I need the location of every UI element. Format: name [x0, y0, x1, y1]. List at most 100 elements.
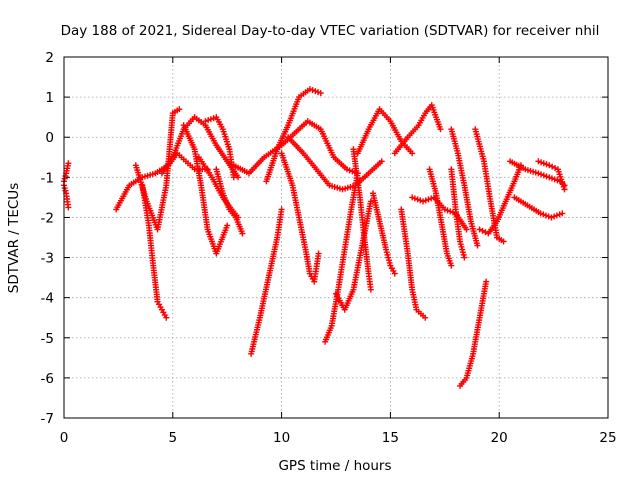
series-arc-17 — [333, 198, 374, 313]
series-arc-07 — [180, 122, 231, 257]
data-point — [239, 230, 246, 237]
series-arc-24 — [426, 166, 455, 269]
data-point — [545, 213, 552, 220]
data-point — [306, 86, 313, 93]
y-tick-label: 0 — [45, 130, 54, 146]
y-axis-label: SDTVAR / TECUs — [6, 183, 22, 293]
data-point — [441, 206, 448, 213]
chart-title: Day 188 of 2021, Sidereal Day-to-day VTE… — [61, 23, 600, 39]
data-point — [315, 250, 322, 257]
series-arc-21 — [391, 102, 444, 157]
data-point — [538, 159, 545, 166]
data-point — [210, 115, 217, 122]
data-point — [202, 118, 209, 125]
axis-ticks — [63, 56, 609, 419]
data-point — [543, 173, 550, 180]
data-point — [207, 116, 214, 123]
x-tick-label: 25 — [599, 430, 616, 446]
data-point — [483, 278, 490, 285]
data-points — [61, 86, 568, 389]
y-tick-label: -1 — [41, 170, 54, 186]
data-point — [391, 270, 398, 277]
series-arc-14 — [278, 150, 322, 285]
data-point — [422, 197, 429, 204]
data-point — [346, 167, 353, 174]
series-arc-02 — [61, 182, 72, 211]
data-point — [549, 163, 556, 170]
series-arc-32 — [535, 158, 568, 193]
series-arc-15 — [285, 134, 385, 193]
y-tick-label: 1 — [45, 90, 54, 106]
data-point — [554, 177, 561, 184]
series-arc-20 — [369, 190, 398, 277]
data-point — [543, 161, 550, 168]
data-point — [425, 196, 432, 203]
series-arc-13 — [263, 86, 324, 185]
data-point — [553, 212, 560, 219]
series-arc-19 — [354, 106, 416, 157]
data-point — [278, 206, 285, 213]
y-tick-label: -7 — [41, 411, 54, 427]
data-point — [411, 195, 418, 202]
data-point — [417, 197, 424, 204]
series-arc-26 — [448, 126, 481, 249]
series-arc-10 — [213, 166, 246, 237]
series-arc-01 — [61, 160, 72, 185]
series-arc-31 — [511, 194, 566, 221]
y-tick-label: -6 — [41, 371, 54, 387]
data-point — [205, 117, 212, 124]
y-tick-label: 2 — [45, 50, 54, 66]
data-point — [309, 87, 316, 94]
x-tick-label: 15 — [382, 430, 399, 446]
data-point — [559, 210, 566, 217]
data-point — [428, 195, 435, 202]
data-point — [548, 214, 555, 221]
data-point — [420, 198, 427, 205]
data-point — [556, 211, 563, 218]
data-point — [551, 213, 558, 220]
data-point — [437, 126, 444, 133]
y-tick-labels: 2 1 0 -1 -2 -3 -4 -5 -6 -7 — [41, 50, 54, 427]
data-point — [552, 164, 559, 171]
data-point — [463, 226, 470, 233]
grid — [64, 57, 608, 418]
data-point — [537, 210, 544, 217]
data-point — [422, 314, 429, 321]
series-arc-28 — [472, 126, 507, 245]
data-point — [561, 186, 568, 193]
y-tick-label: -3 — [41, 251, 54, 267]
series-arc-22 — [398, 206, 429, 321]
plot-frame — [63, 56, 609, 419]
x-tick-label: 20 — [491, 430, 508, 446]
data-point — [317, 90, 324, 97]
x-tick-label: 10 — [273, 430, 290, 446]
data-point — [65, 160, 72, 167]
x-axis-label: GPS time / hours — [278, 458, 391, 474]
data-point — [535, 158, 542, 165]
data-point — [312, 88, 319, 95]
data-point — [224, 222, 231, 229]
data-point — [542, 212, 549, 219]
series-arc-25 — [448, 166, 468, 261]
data-point — [414, 196, 421, 203]
data-point — [535, 170, 542, 177]
x-tick-labels: 0 5 10 15 20 25 — [60, 430, 617, 446]
data-point — [474, 242, 481, 249]
y-tick-label: -2 — [41, 210, 54, 226]
series-arc-12 — [248, 206, 285, 357]
data-point — [540, 160, 547, 167]
data-point — [461, 254, 468, 261]
data-point — [343, 166, 350, 173]
x-tick-label: 0 — [60, 430, 69, 446]
data-point — [367, 286, 374, 293]
series-arc-16 — [322, 170, 361, 345]
data-point — [367, 198, 374, 205]
data-point — [444, 207, 451, 214]
data-point — [315, 89, 322, 96]
data-point — [479, 227, 486, 234]
data-point — [447, 208, 454, 215]
data-point — [65, 204, 72, 211]
data-point — [540, 211, 547, 218]
y-tick-label: -4 — [41, 291, 54, 307]
